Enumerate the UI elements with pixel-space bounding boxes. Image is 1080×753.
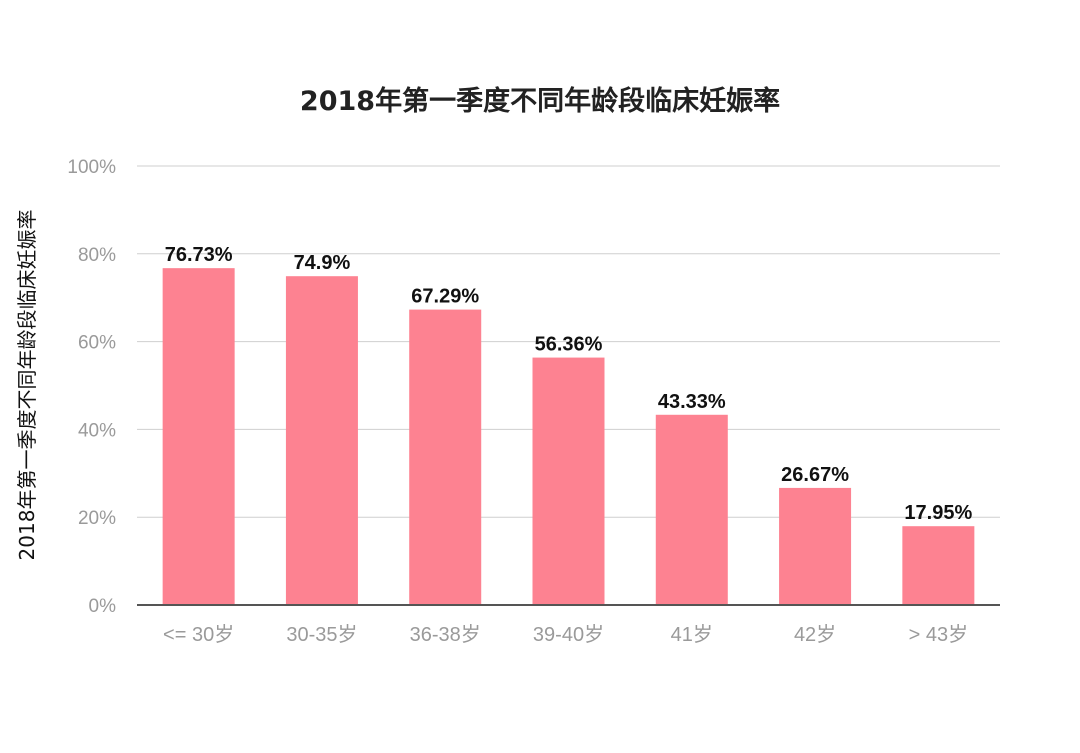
- y-tick-label: 80%: [78, 245, 116, 266]
- y-tick-label: 20%: [78, 508, 116, 529]
- y-tick-label: 40%: [78, 420, 116, 441]
- data-label: 56.36%: [535, 334, 603, 356]
- y-axis-label: 2018年第一季度不同年龄段临床妊娠率: [15, 210, 39, 561]
- bar: [532, 357, 605, 605]
- data-label: 67.29%: [411, 286, 479, 308]
- y-tick-label: 60%: [78, 333, 116, 354]
- chart-title: 2018年第一季度不同年龄段临床妊娠率: [300, 85, 780, 117]
- data-label: 26.67%: [781, 464, 849, 486]
- x-tick-label: 41岁: [671, 623, 713, 646]
- bar: [162, 268, 235, 605]
- data-label: 43.33%: [658, 391, 726, 413]
- data-label: 76.73%: [165, 244, 233, 266]
- data-label: 17.95%: [904, 502, 972, 524]
- y-tick-label: 0%: [89, 596, 117, 617]
- data-label: 74.9%: [294, 252, 351, 274]
- x-tick-label: > 43岁: [909, 623, 968, 646]
- bar: [409, 309, 482, 605]
- x-tick-label: 42岁: [794, 623, 836, 646]
- x-tick-label: <= 30岁: [163, 623, 234, 646]
- bar: [285, 276, 358, 605]
- x-tick-label: 30-35岁: [286, 623, 357, 646]
- bar: [902, 526, 975, 605]
- x-tick-label: 36-38岁: [410, 623, 481, 646]
- bar: [779, 487, 852, 605]
- bar: [655, 414, 728, 605]
- y-tick-label: 100%: [67, 157, 116, 178]
- x-tick-label: 39-40岁: [533, 623, 604, 646]
